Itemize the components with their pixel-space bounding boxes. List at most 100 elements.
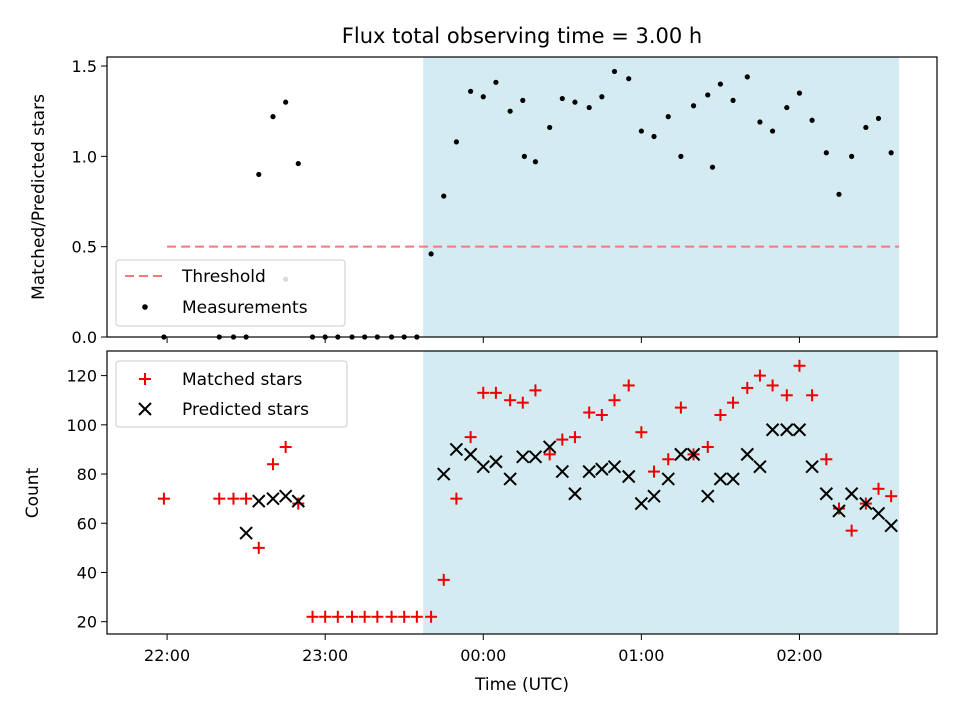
x-axis-label: Time (UTC) bbox=[474, 675, 569, 695]
count-legend-box bbox=[115, 360, 348, 428]
matched-star-point bbox=[556, 433, 569, 446]
measurement-points bbox=[161, 68, 894, 340]
count-legend: Matched stars Predicted stars bbox=[115, 360, 348, 428]
predicted-star-point bbox=[832, 504, 846, 518]
predicted-star-point bbox=[819, 487, 834, 501]
predicted-star-point bbox=[278, 489, 293, 503]
predicted-star-point bbox=[753, 459, 767, 474]
matched-star-point bbox=[504, 394, 517, 407]
matched-star-point bbox=[543, 448, 556, 461]
matched-star-point bbox=[832, 502, 845, 515]
ratio-y-axis-label: Matched/Predicted stars bbox=[29, 94, 49, 300]
predicted-star-point bbox=[528, 450, 543, 464]
count-shaded-interval bbox=[423, 351, 900, 634]
legend-measurements-label: Measurements bbox=[182, 298, 308, 318]
measurement-point bbox=[599, 94, 605, 100]
ratio-y-tick-label: 0.5 bbox=[72, 238, 97, 257]
matched-star-point bbox=[240, 492, 253, 505]
matched-stars-points bbox=[157, 359, 898, 623]
measurement-point bbox=[428, 251, 434, 257]
matched-star-point bbox=[872, 482, 885, 495]
measurement-point bbox=[626, 76, 632, 82]
measurement-point bbox=[521, 153, 527, 159]
predicted-star-point bbox=[291, 494, 306, 508]
count-y-tick-label: 120 bbox=[66, 367, 97, 386]
predicted-star-point bbox=[595, 462, 609, 476]
count-x-tick-label: 02:00 bbox=[776, 646, 822, 665]
measurement-point bbox=[849, 153, 855, 159]
matched-star-point bbox=[608, 394, 621, 407]
chart-title: Flux total observing time = 3.00 h bbox=[342, 24, 702, 48]
ratio-panel: 0.0 0.5 1.0 1.5 Matched/Predicted stars Thr… bbox=[29, 56, 938, 347]
measurement-point bbox=[769, 128, 776, 134]
matched-star-point bbox=[516, 396, 529, 409]
predicted-star-point bbox=[674, 447, 688, 462]
matched-star-point bbox=[157, 492, 170, 505]
matched-star-point bbox=[622, 379, 635, 392]
measurement-point bbox=[823, 150, 829, 156]
measurement-point bbox=[638, 128, 644, 134]
matched-star-point bbox=[464, 431, 477, 444]
ratio-y-tick-label: 0.0 bbox=[72, 328, 97, 347]
matched-star-point bbox=[845, 524, 858, 537]
count-x-tick-label: 23:00 bbox=[302, 646, 348, 665]
measurement-point bbox=[678, 153, 684, 159]
matched-star-point bbox=[820, 453, 833, 466]
predicted-star-point bbox=[476, 459, 490, 474]
matched-star-point bbox=[306, 610, 319, 623]
matched-star-point bbox=[331, 610, 344, 623]
count-x-tick-label: 22:00 bbox=[144, 646, 190, 665]
predicted-star-point bbox=[726, 472, 740, 486]
predicted-star-point bbox=[503, 472, 517, 486]
measurement-point bbox=[572, 99, 578, 105]
predicted-star-point bbox=[622, 469, 636, 484]
predicted-star-point bbox=[686, 447, 701, 462]
predicted-star-point bbox=[661, 472, 675, 486]
matched-star-point bbox=[583, 406, 596, 419]
predicted-star-point bbox=[437, 467, 451, 481]
matched-star-point bbox=[885, 490, 898, 503]
ratio-plot-frame bbox=[106, 56, 938, 338]
measurement-point bbox=[757, 119, 763, 125]
matched-star-point bbox=[793, 359, 806, 372]
legend-predicted-label: Predicted stars bbox=[182, 400, 309, 420]
matched-star-point bbox=[385, 610, 398, 623]
matched-star-point bbox=[450, 492, 463, 505]
measurement-point bbox=[507, 108, 513, 114]
matched-star-point bbox=[227, 492, 240, 505]
matched-star-point bbox=[568, 431, 581, 444]
measurement-point bbox=[796, 90, 803, 96]
matched-star-point bbox=[595, 408, 608, 421]
count-plot-frame bbox=[106, 350, 938, 635]
count-y-tick-label: 100 bbox=[66, 416, 97, 435]
measurement-point bbox=[295, 160, 301, 167]
predicted-star-point bbox=[266, 491, 280, 506]
predicted-star-point bbox=[489, 455, 503, 469]
predicted-star-point bbox=[568, 487, 582, 501]
measurement-point bbox=[468, 88, 474, 94]
measurement-point bbox=[651, 133, 657, 140]
count-x-tick-label: 00:00 bbox=[460, 646, 506, 665]
count-x-ticks: 22:00 23:00 00:00 01:00 02:00 bbox=[144, 634, 823, 665]
matched-star-point bbox=[358, 610, 371, 623]
predicted-star-point bbox=[516, 450, 530, 464]
measurement-point bbox=[717, 81, 724, 87]
predicted-star-point bbox=[792, 423, 807, 437]
ratio-y-tick-label: 1.5 bbox=[72, 57, 97, 76]
ratio-y-ticks: 0.0 0.5 1.0 1.5 bbox=[72, 57, 107, 347]
count-y-tick-label: 40 bbox=[77, 563, 97, 582]
measurement-point bbox=[744, 74, 750, 80]
predicted-star-point bbox=[647, 489, 661, 503]
measurement-point bbox=[888, 150, 894, 156]
measurement-point bbox=[586, 104, 592, 111]
measurement-point bbox=[875, 115, 882, 122]
matched-star-point bbox=[477, 386, 490, 399]
predicted-star-point bbox=[844, 487, 859, 501]
matched-star-point bbox=[346, 610, 359, 623]
matched-star-point bbox=[741, 381, 754, 394]
matched-star-point bbox=[489, 386, 502, 399]
predicted-star-point bbox=[780, 423, 794, 437]
predicted-star-point bbox=[740, 447, 754, 462]
legend-measurements-swatch bbox=[142, 304, 148, 310]
matched-star-point bbox=[753, 369, 766, 382]
